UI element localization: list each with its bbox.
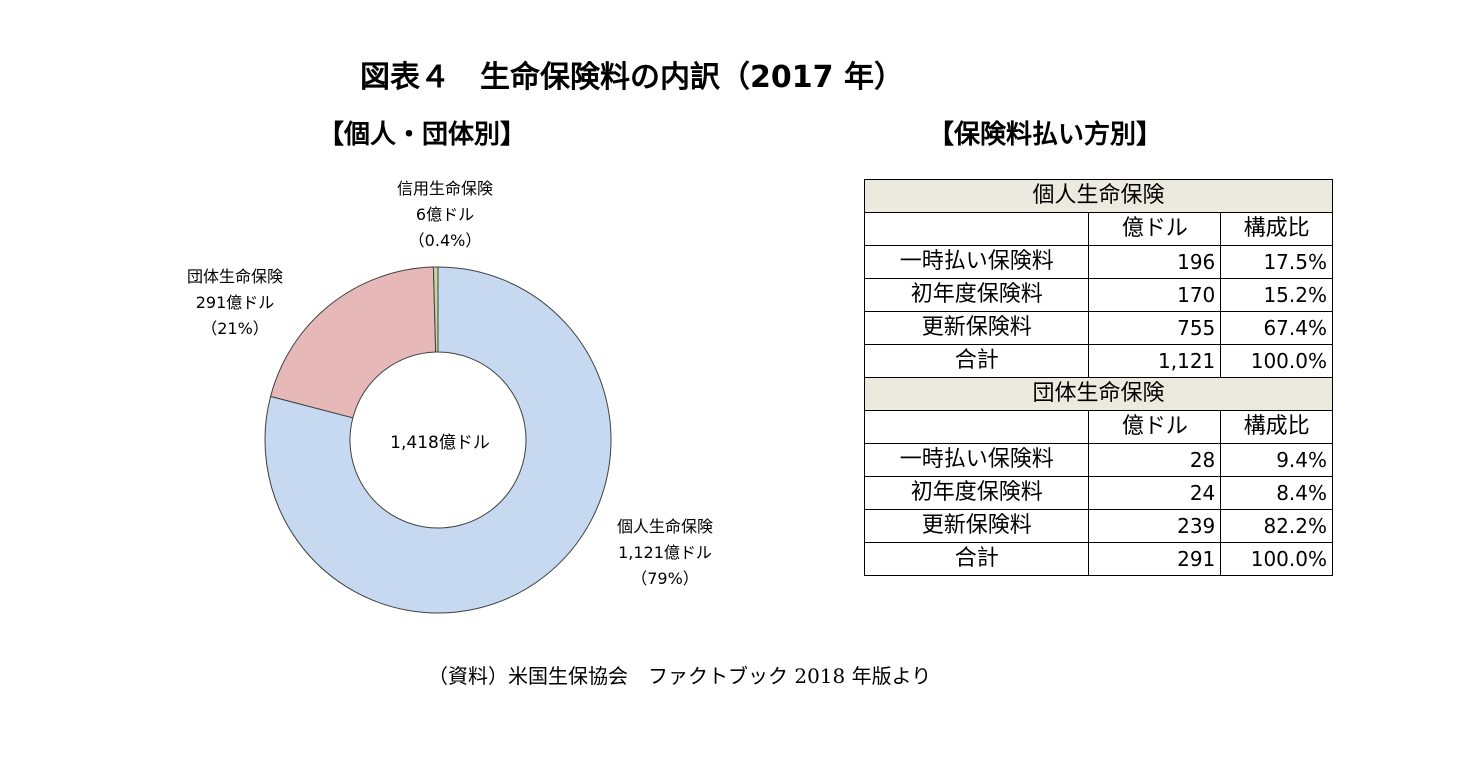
column-header: 構成比 — [1220, 410, 1333, 444]
row-label: 初年度保険料 — [863, 278, 1090, 312]
premium-table: 個人生命保険 億ドル 構成比 一時払い保険料 196 17.5% 初年度保険料 … — [863, 179, 1333, 576]
table-total-row: 合計 1,121 100.0% — [863, 344, 1333, 378]
row-amount: 170 — [1088, 278, 1222, 312]
column-header: 構成比 — [1220, 212, 1333, 246]
slice-label-group: 団体生命保険 291億ドル （21%） — [170, 264, 300, 342]
row-label: 合計 — [863, 542, 1090, 576]
row-label: 合計 — [863, 344, 1090, 378]
column-header: 億ドル — [1088, 212, 1222, 246]
page-title: 図表４ 生命保険料の内訳（2017 年） — [360, 60, 904, 95]
slice-value-label: 1,121億ドル — [618, 543, 712, 562]
table-header-row: 億ドル 構成比 — [863, 212, 1333, 246]
row-amount: 239 — [1088, 509, 1222, 543]
table-row: 更新保険料 755 67.4% — [863, 311, 1333, 345]
table-row: 初年度保険料 170 15.2% — [863, 278, 1333, 312]
slice-individual — [264, 266, 612, 614]
row-amount: 24 — [1088, 476, 1222, 510]
table-title: 【保険料払い方別】 — [928, 120, 1163, 150]
table-total-row: 合計 291 100.0% — [863, 542, 1333, 576]
row-amount: 196 — [1088, 245, 1222, 279]
slice-percent-label: （79%） — [631, 569, 699, 588]
row-label: 一時払い保険料 — [863, 443, 1090, 477]
row-label: 更新保険料 — [863, 311, 1090, 345]
slice-credit — [432, 266, 439, 353]
row-amount: 1,121 — [1088, 344, 1222, 378]
slice-percent-label: （21%） — [201, 319, 269, 338]
column-header — [863, 410, 1090, 444]
table-header-row: 億ドル 構成比 — [863, 410, 1333, 444]
slice-label-individual: 個人生命保険 1,121億ドル （79%） — [600, 514, 730, 592]
slice-category-label: 信用生命保険 — [396, 179, 493, 198]
column-header — [863, 212, 1090, 246]
table-row: 一時払い保険料 196 17.5% — [863, 245, 1333, 279]
pie-chart-title: 【個人・団体別】 — [318, 120, 527, 150]
table-row: 更新保険料 239 82.2% — [863, 509, 1333, 543]
table-row: 一時払い保険料 28 9.4% — [863, 443, 1333, 477]
row-label: 一時払い保険料 — [863, 245, 1090, 279]
slice-percent-label: （0.4%） — [408, 231, 482, 250]
row-share: 15.2% — [1220, 278, 1333, 312]
row-label: 更新保険料 — [863, 509, 1090, 543]
slice-label-credit: 信用生命保険 6億ドル （0.4%） — [380, 176, 510, 254]
row-label: 初年度保険料 — [863, 476, 1090, 510]
slice-category-label: 個人生命保険 — [616, 517, 713, 536]
row-share: 82.2% — [1220, 509, 1333, 543]
table-row: 初年度保険料 24 8.4% — [863, 476, 1333, 510]
donut-center-label: 1,418億ドル — [390, 433, 490, 453]
row-share: 100.0% — [1220, 344, 1333, 378]
row-amount: 755 — [1088, 311, 1222, 345]
slice-value-label: 6億ドル — [415, 205, 475, 224]
row-share: 9.4% — [1220, 443, 1333, 477]
row-amount: 291 — [1088, 542, 1222, 576]
row-share: 100.0% — [1220, 542, 1333, 576]
table-section-row: 団体生命保険 — [864, 377, 1333, 411]
slice-category-label: 団体生命保険 — [186, 267, 283, 286]
row-share: 8.4% — [1220, 476, 1333, 510]
column-header: 億ドル — [1088, 410, 1222, 444]
row-amount: 28 — [1088, 443, 1222, 477]
row-share: 17.5% — [1220, 245, 1333, 279]
table-section-row: 個人生命保険 — [864, 179, 1333, 213]
slice-value-label: 291億ドル — [195, 293, 275, 312]
section-header: 団体生命保険 — [864, 377, 1333, 411]
source-note: （資料）米国生保協会 ファクトブック 2018 年版より — [428, 664, 932, 688]
section-header: 個人生命保険 — [864, 179, 1333, 213]
row-share: 67.4% — [1220, 311, 1333, 345]
slice-group — [269, 266, 437, 419]
